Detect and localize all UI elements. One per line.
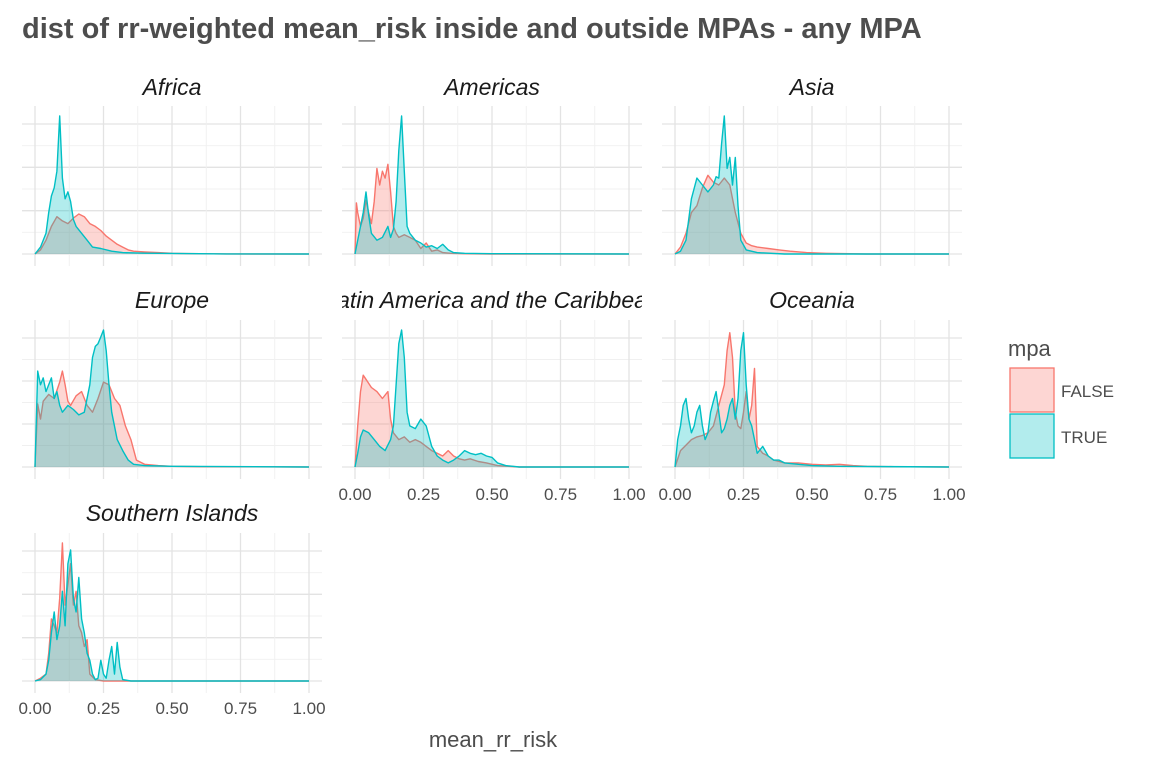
legend-label-true: TRUE [1061, 428, 1107, 447]
strip-label-southern-islands: Southern Islands [86, 500, 259, 526]
strip-label-africa: Africa [141, 74, 202, 100]
x-tick-label: 0.00 [338, 485, 371, 504]
panel-southern-islands: Southern Islands 0.00 0.25 0.50 0.75 1.00 [18, 500, 325, 718]
density-line-europe-true [34, 329, 310, 468]
density-line-latin-america-and-the-caribbean-true [354, 329, 629, 468]
legend: mpa FALSE TRUE [1008, 336, 1114, 459]
density-area-africa-true [35, 116, 309, 254]
panel-africa: Africa [22, 74, 322, 266]
density-line-oceania-true [674, 332, 950, 468]
x-tick-label: 0.25 [87, 699, 120, 718]
strip-label-oceania: Oceania [769, 287, 855, 313]
x-tick-label: 0.00 [658, 485, 691, 504]
density-area-europe-true [35, 330, 309, 467]
density-line-latin-america-and-the-caribbean-false [354, 374, 629, 468]
density-line-americas-false [354, 163, 629, 255]
facet-panels: Africa Americas Asia Europe Latin America an… [18, 74, 965, 718]
x-tick-label: 0.50 [155, 699, 188, 718]
density-line-asia-true [674, 115, 949, 255]
density-area-oceania-false [675, 332, 949, 467]
x-tick-label: 0.50 [795, 485, 828, 504]
density-line-europe-false [34, 370, 310, 468]
legend-key-false [1009, 367, 1055, 413]
x-tick-label: 0.75 [224, 699, 257, 718]
legend-key-true [1009, 413, 1055, 459]
strip-label-europe: Europe [135, 287, 209, 313]
panel-oceania: Oceania 0.00 0.25 0.50 0.75 1.00 [658, 287, 965, 504]
density-area-africa-false [35, 214, 309, 254]
strip-label-americas: Americas [442, 74, 540, 100]
density-area-southern-islands-true [35, 549, 309, 681]
panel-americas: Americas [342, 74, 642, 266]
strip-label-asia: Asia [788, 74, 835, 100]
panel-europe: Europe [22, 287, 322, 479]
density-line-southern-islands-true [34, 549, 309, 682]
density-area-americas-true [355, 116, 629, 254]
x-tick-label: 1.00 [612, 485, 645, 504]
density-area-asia-true [675, 116, 949, 254]
chart-title: dist of rr-weighted mean_risk inside and… [22, 13, 922, 45]
density-line-africa-true [34, 115, 310, 255]
x-tick-label: 0.25 [407, 485, 440, 504]
x-tick-label: 0.00 [18, 699, 51, 718]
legend-title: mpa [1008, 336, 1052, 361]
x-tick-label: 0.75 [544, 485, 577, 504]
density-line-asia-false [674, 174, 949, 255]
density-area-europe-false [35, 371, 309, 467]
density-line-americas-true [354, 115, 630, 255]
strip-label-latin-america-and-the-caribbean: Latin America and the Caribbean [324, 287, 659, 313]
density-area-latin-america-and-the-caribbean-true [355, 330, 629, 467]
x-tick-label: 0.50 [475, 485, 508, 504]
x-tick-label: 1.00 [292, 699, 325, 718]
x-tick-label: 0.25 [727, 485, 760, 504]
x-tick-label: 1.00 [932, 485, 965, 504]
x-axis-title: mean_rr_risk [429, 727, 558, 752]
density-area-latin-america-and-the-caribbean-false [355, 375, 629, 467]
panel-asia: Asia [662, 74, 962, 266]
x-tick-label: 0.75 [864, 485, 897, 504]
legend-label-false: FALSE [1061, 382, 1114, 401]
panel-latin-america-and-the-caribbean: Latin America and the Caribbean 0.00 0.25 0… [324, 287, 659, 504]
density-area-oceania-true [675, 332, 949, 467]
density-area-asia-false [675, 175, 949, 254]
